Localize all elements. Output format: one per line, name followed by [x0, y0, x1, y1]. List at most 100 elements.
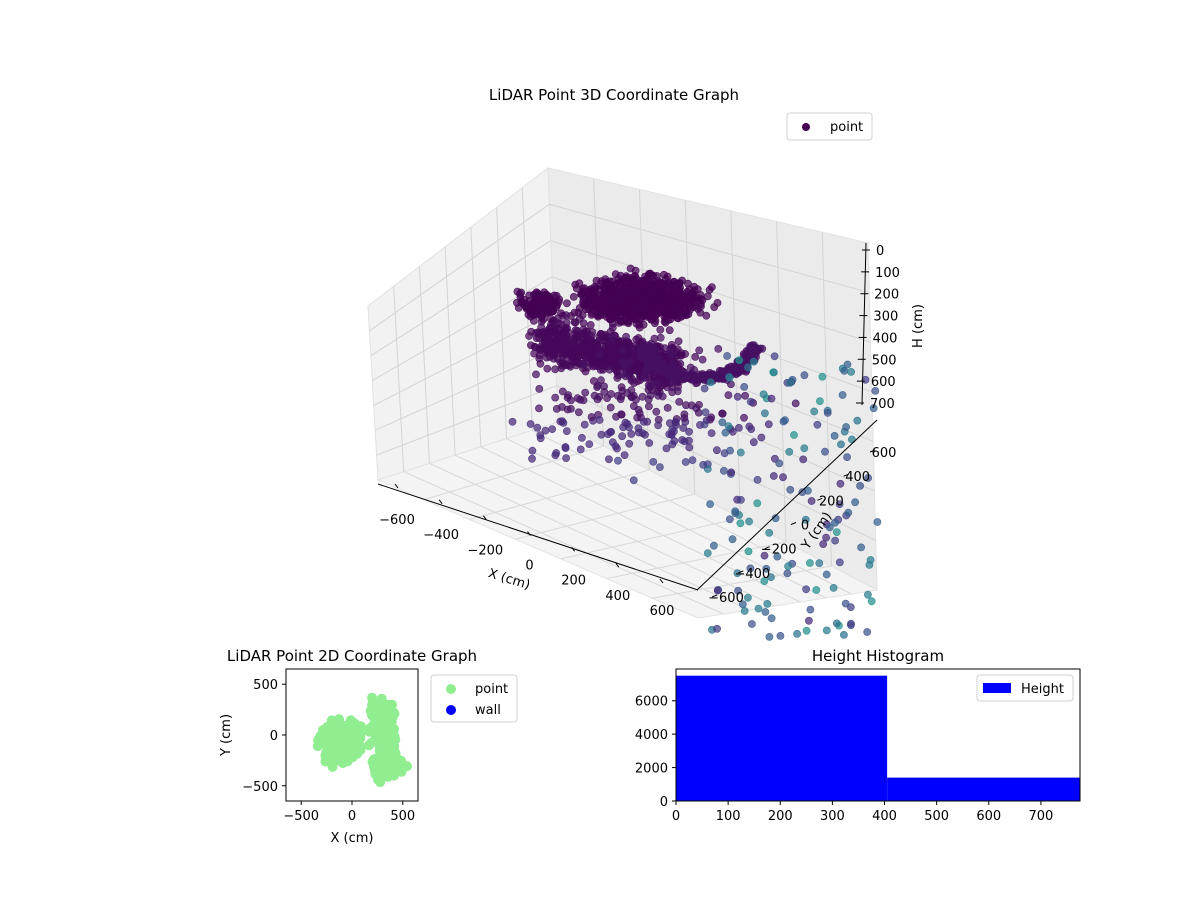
data-point-3d [818, 372, 827, 381]
x-tick-label-histogram: 500 [924, 809, 949, 824]
z-tick-label-3d: 300 [873, 310, 898, 325]
y-tick-label-histogram: 6000 [635, 695, 668, 710]
data-point-3d [767, 394, 776, 403]
data-point-3d [627, 276, 636, 285]
data-point-3d [781, 416, 789, 425]
data-point-3d [791, 399, 800, 408]
x-tick-label-2d: 0 [348, 809, 356, 824]
data-point-2d [347, 725, 358, 736]
legend-2d-label-wall: wall [475, 703, 501, 718]
data-point-3d [754, 604, 763, 613]
data-point-3d [528, 454, 536, 463]
data-point-3d [571, 318, 580, 327]
data-point-3d [671, 309, 679, 317]
data-point-3d [618, 346, 627, 355]
data-point-3d [652, 407, 661, 416]
data-point-3d [802, 626, 811, 635]
data-point-3d [596, 300, 604, 308]
data-point-3d [705, 285, 714, 294]
data-point-3d [649, 457, 658, 466]
data-point-3d [699, 460, 708, 469]
data-point-3d [572, 358, 580, 367]
data-point-3d [562, 427, 571, 435]
data-point-3d [577, 346, 586, 355]
data-point-3d [622, 332, 630, 341]
data-point-3d [618, 386, 627, 395]
y-tick-label-2d: 0 [270, 729, 278, 744]
data-point-3d [627, 345, 636, 354]
chart-3d-title: LiDAR Point 3D Coordinate Graph [489, 86, 739, 104]
data-point-3d [714, 373, 723, 382]
data-point-3d [588, 328, 597, 336]
data-point-3d [638, 392, 647, 401]
data-point-3d [592, 276, 601, 285]
data-point-3d [863, 628, 872, 636]
data-point-3d [692, 404, 701, 412]
data-point-2d [327, 761, 338, 772]
data-point-3d [645, 402, 653, 411]
data-point-3d [733, 369, 742, 377]
data-point-3d [740, 382, 749, 391]
data-point-3d [535, 384, 544, 393]
legend-histogram-label: Height [1021, 682, 1064, 697]
data-point-3d [753, 475, 762, 484]
data-point-3d [658, 392, 667, 401]
data-point-3d [663, 403, 672, 412]
data-point-3d [635, 300, 643, 308]
data-point-3d [759, 390, 768, 399]
data-point-3d [654, 421, 662, 430]
data-point-3d [775, 459, 784, 468]
data-point-2d [364, 740, 374, 751]
data-point-2d [340, 743, 350, 753]
data-point-3d [843, 453, 851, 461]
data-point-3d [698, 355, 707, 364]
data-point-3d [632, 314, 640, 323]
data-point-3d [697, 300, 705, 308]
data-point-3d [528, 446, 537, 455]
data-point-3d [695, 346, 704, 355]
data-point-3d [607, 390, 615, 398]
data-point-3d [668, 383, 676, 392]
y-tick-label-3d: −600 [708, 591, 744, 606]
data-point-3d [580, 420, 589, 429]
data-point-3d [634, 405, 643, 414]
data-point-3d [813, 420, 822, 429]
data-point-3d [620, 451, 629, 459]
x-tick-label-3d: 0 [525, 559, 533, 574]
data-point-3d [667, 430, 676, 439]
data-point-3d [720, 449, 729, 458]
data-point-2d [334, 714, 344, 725]
data-point-3d [691, 352, 700, 361]
data-point-2d [331, 728, 342, 739]
data-point-3d [725, 515, 734, 524]
data-point-3d [627, 430, 636, 438]
data-point-3d [706, 500, 714, 508]
data-point-3d [604, 430, 612, 438]
data-point-3d [841, 599, 850, 608]
data-point-3d [685, 427, 693, 436]
data-point-3d [864, 590, 872, 599]
data-point-3d [819, 540, 828, 548]
data-point-3d [807, 497, 816, 505]
data-point-3d [761, 409, 769, 418]
data-point-3d [585, 440, 594, 448]
data-point-3d [718, 409, 726, 418]
data-point-3d [798, 488, 807, 496]
data-point-3d [653, 358, 661, 367]
data-point-3d [552, 404, 561, 413]
data-point-3d [625, 309, 633, 318]
data-point-3d [745, 517, 753, 526]
data-point-3d [638, 291, 647, 300]
data-point-3d [649, 271, 658, 280]
data-point-3d [650, 373, 658, 382]
data-point-3d [689, 290, 698, 299]
data-point-3d [790, 431, 798, 439]
data-point-3d [656, 325, 665, 334]
data-point-2d [355, 745, 366, 755]
z-tick-label-3d: 600 [871, 375, 896, 390]
data-point-3d [723, 352, 731, 360]
data-point-3d [684, 279, 692, 288]
legend-2d-marker-wall [446, 705, 456, 715]
data-point-3d [574, 408, 583, 417]
data-point-3d [524, 302, 533, 311]
